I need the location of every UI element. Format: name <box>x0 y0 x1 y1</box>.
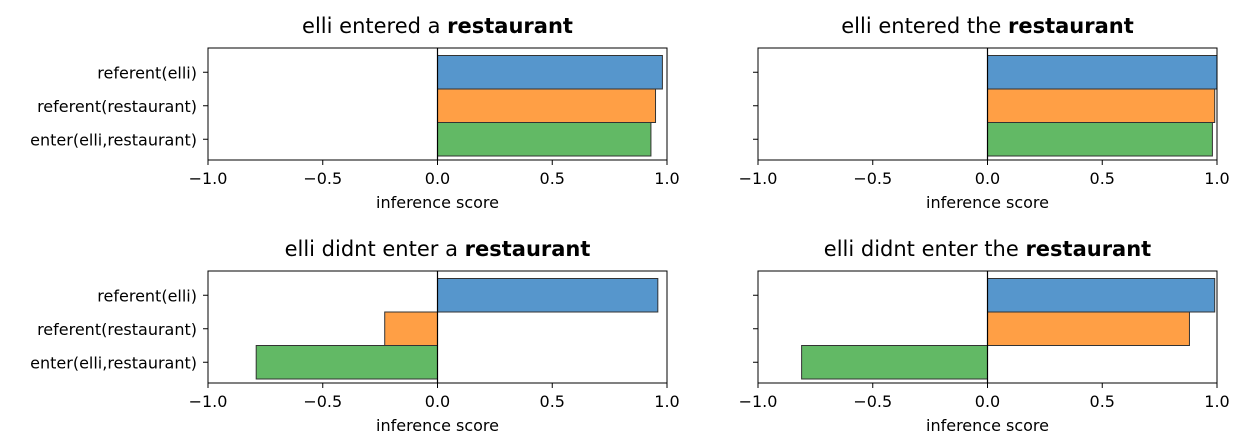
x-axis-label: inference score <box>926 416 1049 435</box>
x-axis-label: inference score <box>376 416 499 435</box>
x-tick-label: −0.5 <box>303 169 342 188</box>
x-tick-label: 0.0 <box>425 392 450 411</box>
x-tick-label: −0.5 <box>853 392 892 411</box>
subplot-1: elli entered a restaurant referent(elli) r… <box>30 14 680 212</box>
bar-referent-restaurant <box>987 311 1190 346</box>
bar-enter-elli-restaurant <box>255 345 438 380</box>
subplot-title-bold: restaurant <box>1008 14 1134 38</box>
x-tick-label: −1.0 <box>189 169 228 188</box>
x-tick-label: 0.5 <box>1090 392 1115 411</box>
y-tick-label: referent(elli) <box>97 63 197 82</box>
subplot-title-bold: restaurant <box>465 237 591 261</box>
subplot-2: elli entered the restaurant −1.0 −0.5 0.0 0.… <box>739 14 1230 212</box>
x-tick-label: −0.5 <box>303 392 342 411</box>
bar-referent-restaurant <box>384 311 438 346</box>
y-tick-label: referent(restaurant) <box>37 97 197 116</box>
subplot-title-text: elli didnt enter the <box>824 237 1026 261</box>
x-tick-label: 0.5 <box>540 169 565 188</box>
x-tick-label: −0.5 <box>853 169 892 188</box>
subplot-title: elli entered the restaurant <box>841 14 1134 38</box>
x-tick-label: 0.5 <box>540 392 565 411</box>
subplot-title-bold: restaurant <box>447 14 573 38</box>
y-tick-label: enter(elli,restaurant) <box>30 353 197 372</box>
subplot-4: elli didnt enter the restaurant −1.0 −0.5 0… <box>739 237 1230 435</box>
y-tick-label: referent(elli) <box>97 286 197 305</box>
bar-referent-elli <box>437 278 659 313</box>
x-tick-label: −1.0 <box>739 169 778 188</box>
bar-referent-elli <box>987 55 1218 90</box>
subplot-title: elli entered a restaurant <box>302 14 573 38</box>
bar-enter-elli-restaurant <box>437 122 652 157</box>
bar-referent-elli <box>437 55 663 90</box>
x-tick-label: 0.0 <box>975 392 1000 411</box>
subplot-title: elli didnt enter a restaurant <box>285 237 591 261</box>
subplot-title-text: elli entered a <box>302 14 447 38</box>
x-axis-label: inference score <box>376 193 499 212</box>
x-tick-label: 0.0 <box>425 169 450 188</box>
subplot-title-text: elli entered the <box>841 14 1008 38</box>
subplot-title: elli didnt enter the restaurant <box>824 237 1151 261</box>
x-tick-label: 1.0 <box>654 392 679 411</box>
subplot-3: elli didnt enter a restaurant referent(el… <box>30 237 680 435</box>
subplot-title-text: elli didnt enter a <box>285 237 465 261</box>
x-tick-label: 1.0 <box>654 169 679 188</box>
bar-referent-restaurant <box>437 88 657 123</box>
bar-referent-restaurant <box>987 88 1216 123</box>
y-tick-label: referent(restaurant) <box>37 320 197 339</box>
subplot-title-bold: restaurant <box>1025 237 1151 261</box>
y-tick-label: enter(elli,restaurant) <box>30 130 197 149</box>
x-tick-label: 1.0 <box>1204 169 1229 188</box>
x-axis-label: inference score <box>926 193 1049 212</box>
x-tick-label: −1.0 <box>189 392 228 411</box>
x-tick-label: 1.0 <box>1204 392 1229 411</box>
x-tick-label: −1.0 <box>739 392 778 411</box>
bar-enter-elli-restaurant <box>801 345 988 380</box>
bar-enter-elli-restaurant <box>987 122 1213 157</box>
x-tick-label: 0.5 <box>1090 169 1115 188</box>
x-tick-label: 0.0 <box>975 169 1000 188</box>
bar-referent-elli <box>987 278 1216 313</box>
